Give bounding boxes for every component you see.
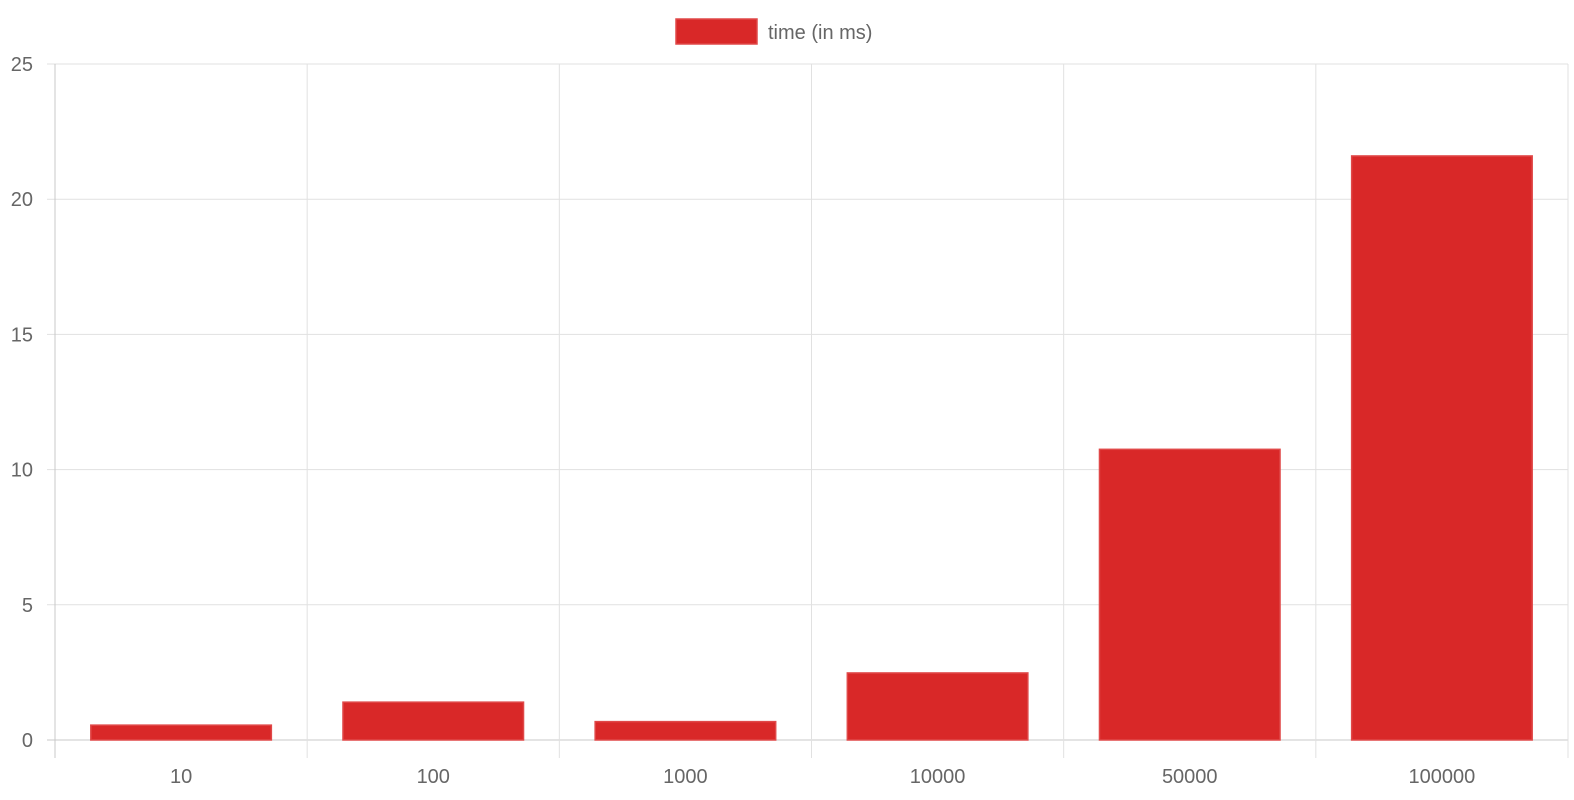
y-tick-label: 15 (11, 324, 33, 346)
y-tick-label: 25 (11, 54, 33, 76)
bar-50000[interactable] (1098, 448, 1281, 741)
y-tick-label: 10 (11, 460, 33, 482)
legend-label[interactable]: time (in ms) (768, 22, 872, 44)
x-tick-label: 100000 (1409, 766, 1476, 788)
y-tick-label: 20 (11, 189, 33, 211)
x-tick-label: 10 (170, 766, 192, 788)
bar-10000[interactable] (846, 672, 1029, 741)
bar-100000[interactable] (1350, 155, 1533, 741)
x-tick-label: 100 (417, 766, 450, 788)
bar-10[interactable] (90, 724, 273, 741)
y-tick-label: 5 (22, 595, 33, 617)
axes: 0 5 10 15 20 25 10 100 1000 10000 50000 100000 (11, 54, 1476, 788)
legend-swatch[interactable] (675, 18, 758, 45)
x-tick-label: 1000 (663, 766, 708, 788)
x-tick-label: 10000 (910, 766, 966, 788)
x-tick-label: 50000 (1162, 766, 1218, 788)
bar-1000[interactable] (594, 720, 777, 741)
bar-100[interactable] (342, 701, 525, 741)
grid-lines (47, 63, 1569, 758)
legend[interactable]: time (in ms) (675, 18, 872, 45)
y-tick-label: 0 (22, 730, 33, 752)
bars (90, 155, 1533, 741)
